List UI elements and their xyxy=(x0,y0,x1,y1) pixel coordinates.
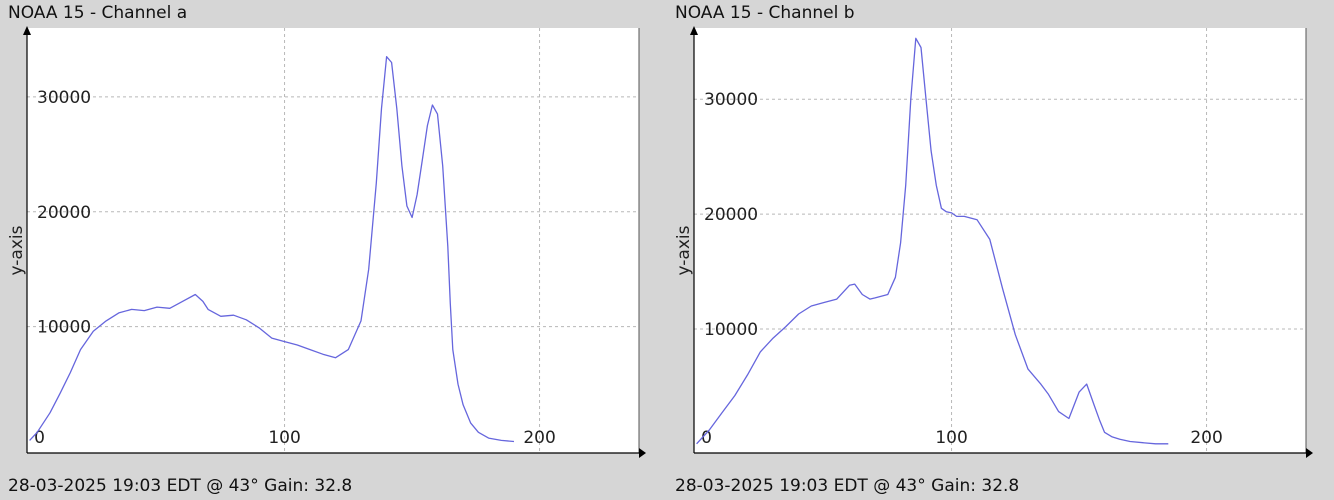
y-tick-label: 10000 xyxy=(37,318,91,338)
y-axis-label: y-axis xyxy=(674,225,694,275)
chart-panel-channel-b: NOAA 15 - Channel b 0 100 200 10000 20000 300… xyxy=(667,0,1327,500)
y-tick-label: 20000 xyxy=(37,203,91,223)
chart-plot: 0 100 200 10000 20000 30000 y-axis xyxy=(7,26,646,458)
plot-area xyxy=(27,28,639,453)
chart-footer: 28-03-2025 19:03 EDT @ 43° Gain: 32.8 xyxy=(675,476,1020,496)
x-tick-label: 100 xyxy=(268,428,300,448)
x-axis-arrow xyxy=(1306,448,1313,458)
chart-title: NOAA 15 - Channel a xyxy=(8,3,188,23)
y-axis-arrow xyxy=(690,26,698,35)
y-tick-label: 10000 xyxy=(704,320,758,340)
y-axis-arrow xyxy=(23,26,31,35)
y-tick-label: 30000 xyxy=(704,90,758,110)
x-axis-arrow xyxy=(639,448,646,458)
y-tick-label: 20000 xyxy=(704,205,758,225)
x-tick-label: 200 xyxy=(523,428,555,448)
x-tick-label: 0 xyxy=(34,428,45,448)
y-tick-label: 30000 xyxy=(37,88,91,108)
chart-panel-channel-a: NOAA 15 - Channel a 0 100 200 10000 20000 300… xyxy=(0,0,660,500)
plot-area xyxy=(694,28,1306,453)
chart-title: NOAA 15 - Channel b xyxy=(675,3,855,23)
x-tick-label: 0 xyxy=(701,428,712,448)
series-line xyxy=(696,37,1169,445)
series-line xyxy=(29,56,515,443)
x-tick-label: 100 xyxy=(935,428,967,448)
y-axis-label: y-axis xyxy=(7,225,27,275)
chart-plot: 0 100 200 10000 20000 30000 y-axis xyxy=(674,26,1313,458)
chart-footer: 28-03-2025 19:03 EDT @ 43° Gain: 32.8 xyxy=(8,476,353,496)
x-tick-label: 200 xyxy=(1190,428,1222,448)
